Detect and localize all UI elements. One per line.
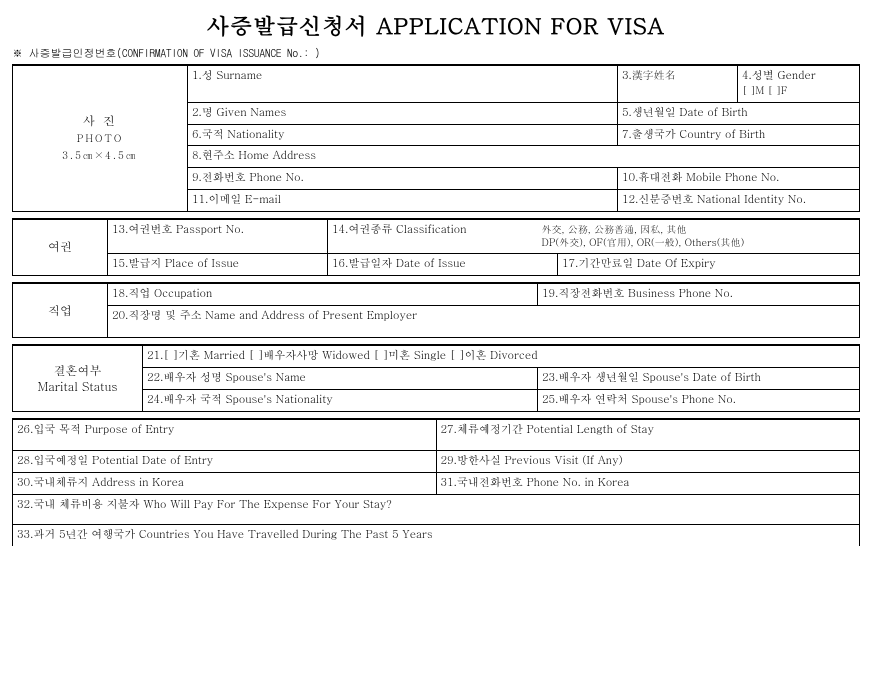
gender-options: [ ]M [ ]F: [742, 83, 787, 97]
section-job-label: 직업: [13, 283, 108, 338]
label-gender: 4.성별 Gender: [742, 68, 816, 83]
field-purpose[interactable]: 26.입국 목적 Purpose of Entry: [13, 419, 437, 450]
section-marital-label: 결혼여부 Marital Status: [13, 345, 143, 411]
field-classification[interactable]: 14.여권종류 Classification: [328, 219, 538, 254]
field-expense-payer[interactable]: 32.국내 체류비용 지불자 Who Will Pay For The Expe…: [13, 494, 860, 525]
field-phone-korea[interactable]: 31.국내전화번호 Phone No. in Korea: [436, 472, 860, 494]
field-hanja-name[interactable]: 3.漢字姓名: [618, 65, 738, 102]
field-length-of-stay[interactable]: 27.체류예정기간 Potential Length of Stay: [436, 419, 860, 450]
confirmation-no-line: ※ 사증발급인정번호(CONFIRMATION OF VISA ISSUANCE…: [12, 45, 860, 64]
marital-label-en: Marital Status: [38, 378, 118, 395]
field-spouse-dob[interactable]: 23.배우자 생년월일 Spouse's Date of Birth: [538, 368, 860, 390]
photo-size: 3.5㎝×4.5㎝: [62, 148, 138, 162]
field-country-of-birth[interactable]: 7.출생국가 Country of Birth: [618, 124, 860, 146]
photo-cell: 사 진 PHOTO 3.5㎝×4.5㎝: [13, 65, 188, 211]
field-passport-no[interactable]: 13.여권번호 Passport No.: [108, 219, 328, 254]
marital-label-ko: 결혼여부: [54, 362, 102, 379]
field-mobile[interactable]: 10.휴대전화 Mobile Phone No.: [618, 168, 860, 190]
photo-label-en: PHOTO: [77, 131, 123, 145]
field-travelled-countries[interactable]: 33.과거 5년간 여행국가 Countries You Have Travel…: [13, 525, 860, 546]
field-dob[interactable]: 5.생년월일 Date of Birth: [618, 102, 860, 124]
field-date-of-issue[interactable]: 16.발급일자 Date of Issue: [328, 253, 558, 275]
field-business-phone[interactable]: 19.직장전화번호 Business Phone No.: [538, 283, 860, 305]
field-address-korea[interactable]: 30.국내체류지 Address in Korea: [13, 472, 437, 494]
field-email[interactable]: 11.이메일 E-mail: [188, 190, 618, 212]
field-occupation[interactable]: 18.직업 Occupation: [108, 283, 538, 305]
occupation-table: 직업 18.직업 Occupation 19.직장전화번호 Business P…: [12, 282, 860, 339]
classification-options: 外交, 公務, 公務普通, 因私, 其他 DP(外交), OF(官用), OR(…: [538, 219, 860, 254]
class-opts-2: DP(外交), OF(官用), OR(一般), Others(其他): [542, 235, 745, 249]
field-date-of-entry[interactable]: 28.입국예정일 Potential Date of Entry: [13, 450, 437, 472]
field-gender[interactable]: 4.성별 Gender [ ]M [ ]F: [738, 65, 860, 102]
field-place-of-issue[interactable]: 15.발급지 Place of Issue: [108, 253, 328, 275]
photo-label-ko: 사 진: [83, 112, 117, 129]
marital-table: 결혼여부 Marital Status 21.[ ]기혼 Married [ ]…: [12, 344, 860, 412]
field-surname[interactable]: 1.성 Surname: [188, 65, 618, 102]
field-home-address[interactable]: 8.현주소 Home Address: [188, 146, 860, 168]
field-phone[interactable]: 9.전화번호 Phone No.: [188, 168, 618, 190]
field-previous-visit[interactable]: 29.방한사실 Previous Visit (If Any): [436, 450, 860, 472]
field-given-names[interactable]: 2.명 Given Names: [188, 102, 618, 124]
section-passport-label: 여권: [13, 219, 108, 275]
field-nationality[interactable]: 6.국적 Nationality: [188, 124, 618, 146]
class-opts-1: 外交, 公務, 公務普通, 因私, 其他: [542, 222, 687, 236]
field-date-of-expiry[interactable]: 17.기간만료일 Date Of Expiry: [558, 253, 860, 275]
personal-info-table: 사 진 PHOTO 3.5㎝×4.5㎝ 1.성 Surname 3.漢字姓名 4…: [12, 64, 860, 212]
field-spouse-phone[interactable]: 25.배우자 연락처 Spouse's Phone No.: [538, 390, 860, 412]
field-national-id[interactable]: 12.신분증번호 National Identity No.: [618, 190, 860, 212]
field-spouse-nationality[interactable]: 24.배우자 국적 Spouse's Nationality: [143, 390, 538, 412]
field-marital-status[interactable]: 21.[ ]기혼 Married [ ]배우자사망 Widowed [ ]미혼 …: [143, 345, 860, 367]
field-spouse-name[interactable]: 22.배우자 성명 Spouse's Name: [143, 368, 538, 390]
field-employer[interactable]: 20.직장명 및 주소 Name and Address of Present …: [108, 305, 860, 338]
page-title: 사증발급신청서 APPLICATION FOR VISA: [12, 10, 860, 41]
entry-table: 26.입국 목적 Purpose of Entry 27.체류예정기간 Pote…: [12, 418, 860, 546]
passport-table: 여권 13.여권번호 Passport No. 14.여권종류 Classifi…: [12, 218, 860, 276]
